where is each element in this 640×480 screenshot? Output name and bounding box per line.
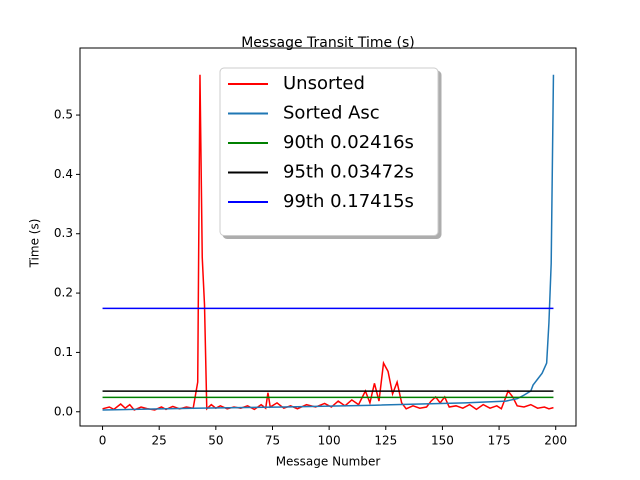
legend-label: 99th 0.17415s xyxy=(283,191,414,212)
x-tick-label: 125 xyxy=(374,434,397,448)
x-tick-label: 200 xyxy=(544,434,567,448)
legend-label: Unsorted xyxy=(283,73,365,94)
x-tick-label: 75 xyxy=(265,434,280,448)
x-tick-label: 100 xyxy=(318,434,341,448)
x-axis-label: Message Number xyxy=(276,455,381,469)
y-tick-label: 0.0 xyxy=(54,404,73,418)
legend-label: Sorted Asc xyxy=(283,103,380,124)
plot-frame xyxy=(79,47,577,427)
x-tick-label: 0 xyxy=(99,434,107,448)
chart-title: Message Transit Time (s) xyxy=(241,35,415,51)
data-line xyxy=(102,74,555,411)
x-tick-label: 150 xyxy=(431,434,454,448)
y-tick-label: 0.4 xyxy=(54,167,73,181)
y-tick-label: 0.3 xyxy=(54,226,73,240)
legend-label: 95th 0.03472s xyxy=(283,162,414,183)
y-axis-label: Time (s) xyxy=(28,219,42,269)
legend-box xyxy=(219,67,439,236)
legend-label: 90th 0.02416s xyxy=(283,132,414,153)
y-tick-label: 0.2 xyxy=(54,286,73,300)
y-tick-label: 0.1 xyxy=(54,345,73,359)
x-tick-label: 25 xyxy=(152,434,167,448)
x-tick-label: 175 xyxy=(488,434,511,448)
y-tick-label: 0.5 xyxy=(54,108,73,122)
x-tick-label: 50 xyxy=(208,434,223,448)
